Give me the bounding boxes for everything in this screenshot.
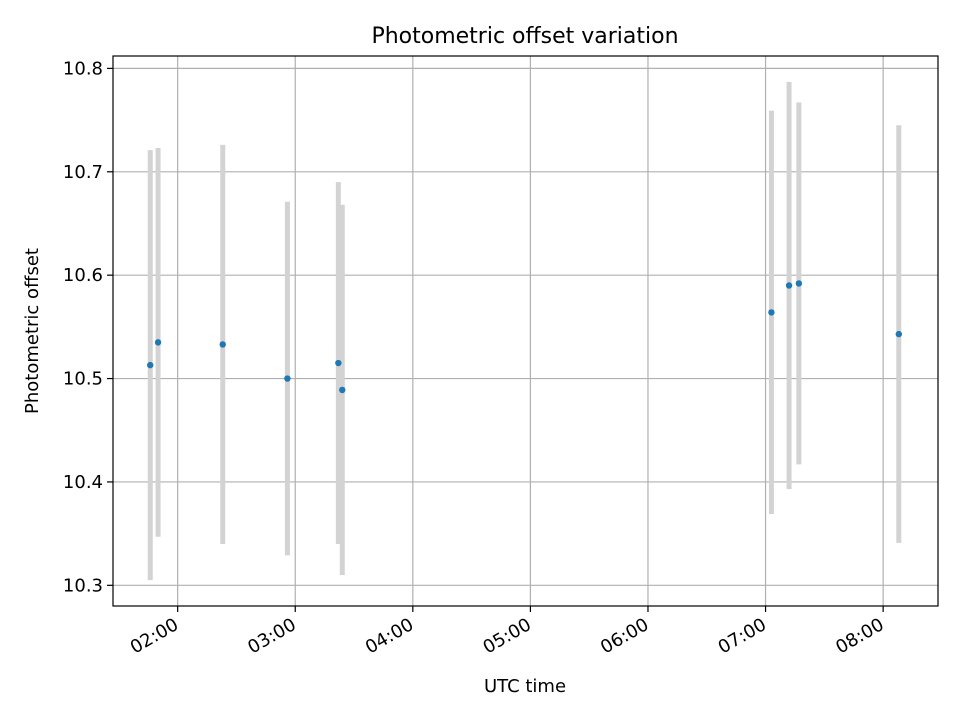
data-point [795,280,803,287]
chart-title: Photometric offset variation [371,24,678,49]
y-tick-label: 10.4 [63,472,103,493]
data-point [895,330,903,338]
y-tick-label: 10.3 [63,575,103,596]
data-points [147,280,903,394]
y-tick-label: 10.8 [63,58,103,79]
y-tick-label: 10.6 [63,265,103,286]
data-point [768,309,775,316]
data-point [335,359,342,367]
data-point [284,375,291,382]
data-point [154,339,162,346]
data-point [219,341,226,348]
y-tick-label: 10.7 [63,162,103,183]
data-point [147,361,154,369]
y-axis-ticks: 10.3 10.4 10.5 10.6 10.7 10.8 [63,58,113,596]
plot-area-frame [112,55,939,607]
x-axis-label: UTC time [484,676,566,697]
y-axis-label: Photometric offset [22,248,43,414]
y-tick-label: 10.5 [63,369,103,390]
data-point [785,282,793,289]
data-point [339,386,346,394]
